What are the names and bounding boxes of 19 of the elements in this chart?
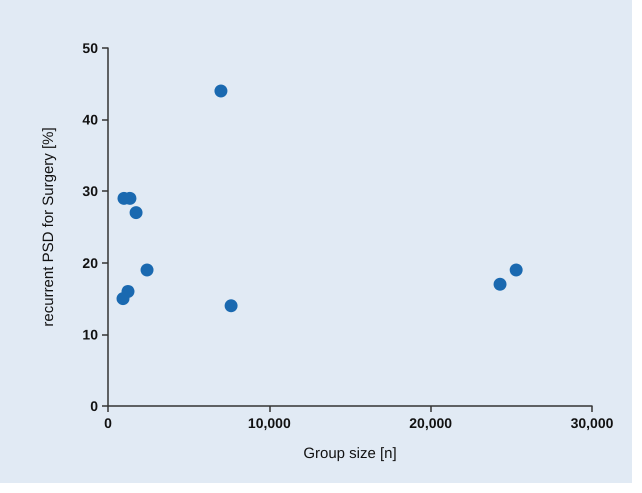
point <box>214 84 228 98</box>
y-tick-label: 30 <box>82 183 98 200</box>
y-tick-label: 50 <box>82 40 98 56</box>
point <box>510 263 523 276</box>
y-tick-label: 20 <box>82 254 98 271</box>
y-tick-label: 40 <box>82 112 98 128</box>
y-tick-label: 0 <box>90 398 98 414</box>
y-tick-label: 10 <box>82 326 98 342</box>
x-tick-label: 10,000 <box>248 415 291 431</box>
point <box>130 206 143 220</box>
point <box>494 278 507 291</box>
point <box>122 284 135 298</box>
point <box>140 263 154 276</box>
point <box>224 299 238 312</box>
y-axis-title: recurrent PSD for Surgery [%] <box>40 127 57 327</box>
x-tick-label: 20,000 <box>409 415 452 431</box>
x-axis-title: Group size [n] <box>303 445 397 462</box>
x-tick-label: 30,000 <box>570 415 614 431</box>
x-tick-label: 0 <box>104 415 112 431</box>
